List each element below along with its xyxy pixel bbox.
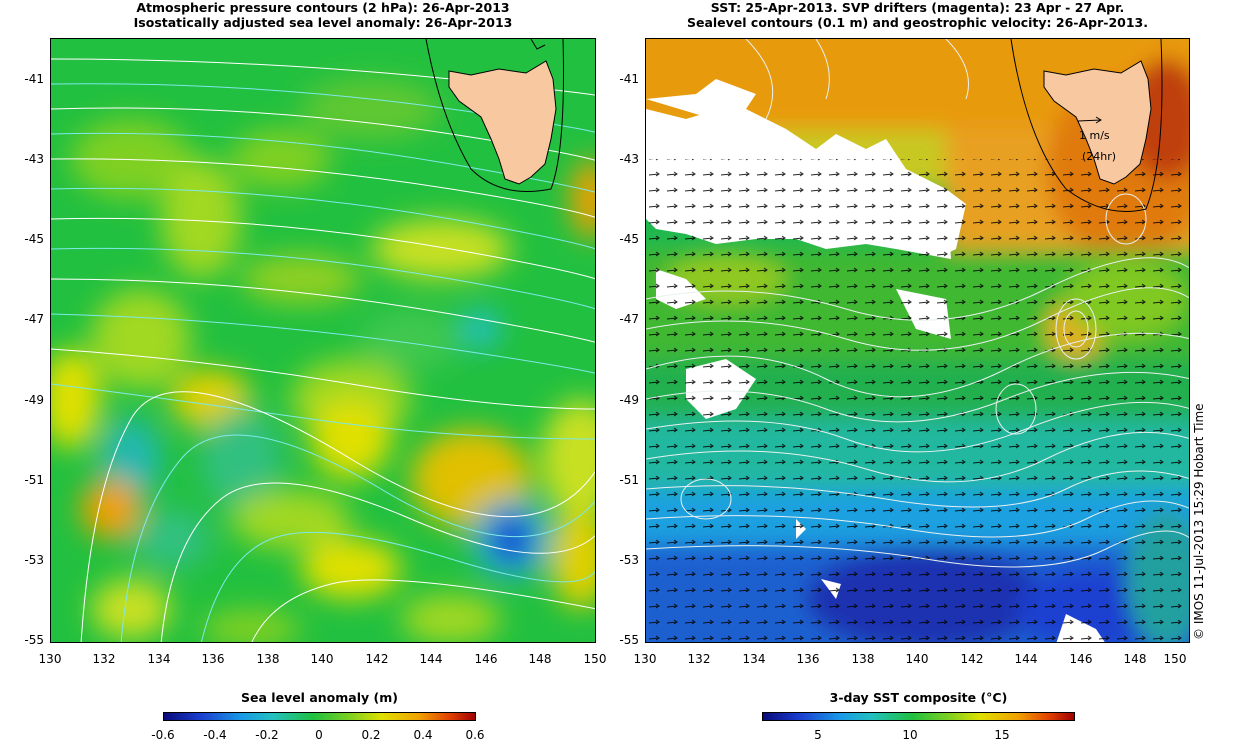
left-cbar-tick: 0.4 [413,728,433,742]
right-cbar-tick: 10 [902,728,918,742]
right-xtick: 142 [960,652,984,666]
velocity-scale-sub: (24hr) [1082,150,1117,163]
sst-field [646,39,1189,642]
right-ytick: -41 [619,72,639,86]
right-ytick: -53 [619,553,639,567]
right-ytick: -47 [619,312,639,326]
geostrophic-velocity-arrows [646,159,1189,642]
sst-map: 1 m/s (24hr) [645,38,1190,643]
left-xtick: 140 [310,652,334,666]
left-xtick: 132 [92,652,116,666]
right-ytick: -45 [619,232,639,246]
left-ytick: -55 [24,633,44,647]
right-cbar-tick: 15 [994,728,1010,742]
left-cbar-tick: 0.2 [361,728,381,742]
right-xtick: 146 [1069,652,1093,666]
left-xtick: 146 [474,652,498,666]
velocity-scale-arrow [1077,116,1102,124]
left-colorbar-title: Sea level anomaly (m) [241,690,398,705]
sealevel-contours [646,39,1189,568]
sea-level-anomaly-map [50,38,596,643]
left-ytick: -43 [24,152,44,166]
right-xtick: 130 [633,652,657,666]
left-xtick: 142 [365,652,389,666]
right-title-line2: Sealevel contours (0.1 m) and geostrophi… [686,15,1149,30]
sst-colorbar [762,712,1075,721]
right-xtick: 132 [687,652,711,666]
right-ytick: -51 [619,473,639,487]
left-ytick: -51 [24,473,44,487]
left-cbar-tick: 0.6 [465,728,485,742]
left-ytick: -49 [24,393,44,407]
tasmania-land [448,60,557,185]
right-xtick: 150 [1163,652,1187,666]
left-title-line2: Isostatically adjusted sea level anomaly… [133,15,513,30]
left-cbar-tick: 0 [315,728,323,742]
left-panel-title: Atmospheric pressure contours (2 hPa): 2… [50,0,596,30]
imos-credit: © IMOS 11-Jul-2013 15:29 Hobart Time [1192,403,1206,640]
left-xtick: 144 [419,652,443,666]
right-cbar-tick: 5 [814,728,822,742]
left-cbar-tick: -0.2 [255,728,279,742]
right-xtick: 136 [796,652,820,666]
left-ytick: -45 [24,232,44,246]
right-xtick: 140 [905,652,929,666]
right-xtick: 134 [742,652,766,666]
left-xtick: 130 [38,652,62,666]
right-xtick: 148 [1123,652,1147,666]
left-ytick: -41 [24,72,44,86]
left-ytick: -47 [24,312,44,326]
left-xtick: 134 [147,652,171,666]
velocity-scale-label: 1 m/s [1079,129,1110,142]
left-xtick: 138 [256,652,280,666]
right-ytick: -55 [619,633,639,647]
left-cbar-tick: -0.4 [203,728,227,742]
left-cbar-tick: -0.6 [151,728,175,742]
right-title-line1: SST: 25-Apr-2013. SVP drifters (magenta)… [710,0,1125,15]
right-xtick: 138 [851,652,875,666]
pressure-contours [51,58,595,642]
left-title-line1: Atmospheric pressure contours (2 hPa): 2… [136,0,510,15]
left-xtick: 150 [583,652,607,666]
right-ytick: -49 [619,393,639,407]
left-xtick: 148 [528,652,552,666]
left-xtick: 136 [201,652,225,666]
sea-level-colorbar [163,712,476,721]
right-ytick: -43 [619,152,639,166]
right-xtick: 144 [1014,652,1038,666]
right-colorbar-title: 3-day SST composite (°C) [829,690,1008,705]
left-ytick: -53 [24,553,44,567]
right-panel-title: SST: 25-Apr-2013. SVP drifters (magenta)… [645,0,1190,30]
sea-level-anomaly-field [51,39,595,642]
